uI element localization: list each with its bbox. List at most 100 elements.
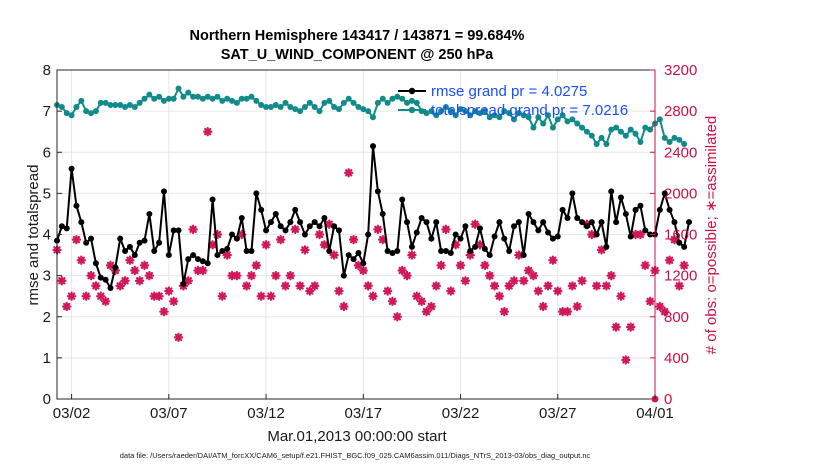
rmse-point: [632, 206, 639, 213]
rmse-point: [506, 247, 513, 254]
obs-assimilated-point: [168, 296, 179, 307]
rmse-point: [199, 258, 206, 265]
y-tick-label-left: 5: [43, 185, 51, 202]
rmse-point: [598, 219, 605, 226]
totalspread-point: [476, 110, 483, 117]
rmse-point: [360, 260, 367, 267]
obs-assimilated-point: [251, 260, 262, 271]
obs-assimilated-point: [660, 306, 670, 317]
obs-assimilated-point: [188, 224, 198, 235]
obs-assimilated-point: [134, 276, 145, 286]
rmse-point: [345, 252, 352, 259]
rmse-point: [297, 219, 304, 226]
obs-assimilated-point: [553, 286, 563, 296]
obs-assimilated-point: [640, 260, 650, 271]
obs-assimilated-point: [271, 270, 281, 281]
obs-assimilated-point: [100, 296, 111, 307]
totalspread-point: [146, 91, 153, 98]
totalspread-point: [117, 101, 124, 108]
y-axis-label-right: # of obs: o=possible; ∗=assimilated: [703, 116, 720, 355]
y-tick-label-left: 0: [43, 391, 51, 408]
rmse-point: [472, 243, 479, 250]
totalspread-line: [56, 86, 685, 147]
totalspread-point: [107, 101, 114, 108]
totalspread-point: [394, 93, 401, 100]
obs-assimilated-point: [591, 281, 602, 291]
totalspread-point: [214, 93, 221, 100]
rmse-point: [214, 252, 221, 259]
totalspread-point: [190, 93, 197, 100]
rmse-point: [666, 206, 673, 213]
rmse-point: [413, 229, 420, 236]
obs-assimilated-point: [217, 291, 228, 301]
totalspread-point: [666, 138, 673, 145]
obs-assimilated-point: [436, 260, 446, 271]
rmse-point: [438, 247, 445, 254]
obs-assimilated-point: [154, 291, 164, 301]
obs-assimilated-point: [475, 240, 485, 250]
obs-assimilated-point: [295, 281, 305, 291]
rmse-point: [481, 245, 488, 252]
totalspread-point: [88, 110, 95, 117]
rmse-point: [554, 233, 561, 240]
x-tick-label: 04/01: [636, 405, 674, 422]
x-tick-label: 03/07: [150, 405, 188, 422]
rmse-point: [574, 215, 581, 222]
totalspread-point: [642, 124, 649, 131]
legend-rmse-label: rmse grand pr = 4.0275: [431, 83, 587, 100]
obs-assimilated-point: [290, 224, 300, 235]
obs-assimilated-point: [562, 306, 573, 317]
totalspread-point: [608, 126, 615, 133]
rmse-point: [209, 196, 216, 203]
rmse-point: [428, 235, 435, 242]
obs-assimilated-point: [164, 286, 174, 296]
obs-assimilated-point: [144, 270, 155, 281]
obs-assimilated-point: [392, 312, 403, 322]
totalspread-point: [272, 101, 279, 108]
obs-assimilated-point: [324, 219, 334, 229]
obs-assimilated-point: [528, 270, 539, 281]
obs-assimilated-point: [232, 270, 242, 281]
totalspread-point: [229, 97, 236, 104]
totalspread-point: [360, 106, 367, 113]
obs-assimilated-point: [572, 301, 582, 312]
totalspread-point: [258, 101, 265, 108]
rmse-point: [83, 239, 90, 246]
totalspread-point: [408, 97, 415, 104]
totalspread-point: [122, 104, 129, 111]
rmse-point: [316, 223, 323, 230]
rmse-point: [540, 219, 547, 226]
totalspread-point: [68, 112, 75, 119]
obs-assimilated-point: [246, 270, 257, 281]
totalspread-point: [559, 112, 566, 119]
rmse-point: [608, 188, 615, 195]
rmse-point: [92, 260, 99, 267]
y-tick-label-left: 3: [43, 268, 51, 285]
y-tick-label-right: 2800: [664, 103, 697, 120]
y-tick-label-right: 800: [664, 309, 689, 326]
rmse-point: [370, 143, 377, 150]
obs-assimilated-point: [183, 276, 193, 286]
rmse-point: [117, 235, 124, 242]
rmse-point: [277, 223, 284, 230]
totalspread-point: [102, 99, 109, 106]
rmse-point: [248, 247, 255, 254]
totalspread-point: [404, 99, 411, 106]
rmse-point: [340, 272, 347, 279]
obs-assimilated-point: [460, 276, 471, 286]
rmse-point: [583, 223, 590, 230]
obs-assimilated-point: [509, 276, 519, 286]
rmse-point: [486, 252, 493, 259]
rmse-point: [243, 247, 250, 254]
y-tick-label-left: 6: [43, 144, 51, 161]
obs-assimilated-point: [125, 255, 135, 265]
totalspread-point: [370, 114, 377, 121]
rmse-point: [384, 247, 391, 254]
rmse-point: [126, 243, 133, 250]
rmse-point: [452, 231, 459, 238]
ticks-layer: 0 1 2 3 4 5 6 7 8 0 400 800 1200 1600 2000 2400 2800 3200…: [43, 62, 698, 422]
legend-spread-label: totalspread grand pr = 7.0216: [431, 102, 628, 119]
rmse-point: [112, 264, 119, 271]
rmse-point: [613, 219, 620, 226]
obs-assimilated-point: [470, 219, 480, 229]
